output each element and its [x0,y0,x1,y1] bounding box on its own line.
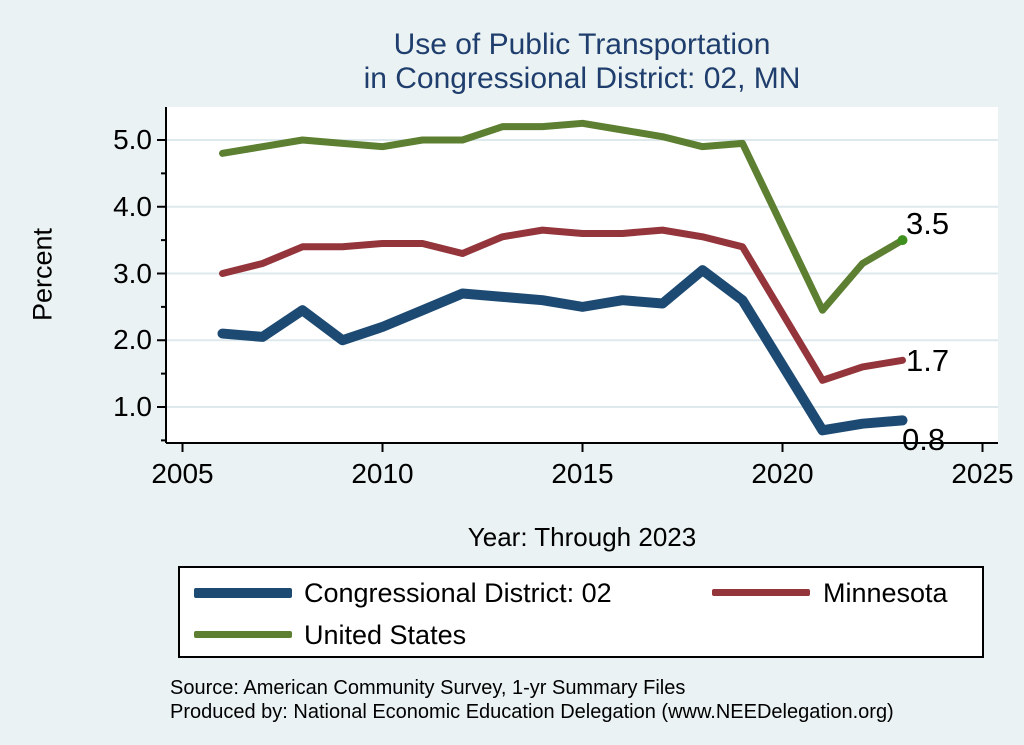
legend-label-congressional-district: Congressional District: 02 [304,578,612,608]
x-tick-label: 2010 [351,458,414,489]
series-line-minnesota [219,226,906,384]
source-note: Source: American Community Survey, 1-yr … [170,676,894,724]
end-label-minnesota: 1.7 [906,343,950,378]
y-tick-label: 2.0 [113,324,152,356]
x-tick-label: 2025 [951,458,1014,489]
end-marker-dot [897,235,908,246]
x-tick-label: 2015 [551,458,614,489]
x-tick-label: 2020 [751,458,814,489]
series-line-congressional-district-02 [217,265,908,436]
y-axis-title: Percent [27,227,58,322]
chart-title-line2: in Congressional District: 02, MN [363,62,801,95]
y-tick-label: 5.0 [113,124,152,155]
end-label-congressional-district: 0.8 [902,422,946,457]
y-tick-label: 4.0 [113,190,152,222]
chart-title-line1: Use of Public Transportation [393,28,771,61]
series-line-united-states [219,119,906,314]
y-tick-label: 1.0 [113,391,152,422]
end-label-united-states: 3.5 [906,206,950,241]
legend-swatch-congressional-district [194,588,292,598]
source-line-2: Produced by: National Economic Education… [170,701,894,723]
legend-label-minnesota: Minnesota [823,578,948,608]
y-tick-label: 3.0 [113,257,152,289]
plot-area [166,107,998,443]
legend-swatch-united-states [194,631,292,638]
source-line-1: Source: American Community Survey, 1-yr … [170,677,686,699]
legend-label-united-states: United States [304,620,467,650]
x-axis-title: Year: Through 2023 [467,522,697,552]
x-tick-label: 2005 [151,458,214,489]
legend-swatch-minnesota [712,589,810,596]
legend: Congressional District: 02 Minnesota Uni… [178,566,984,658]
chart-title: Use of Public Transportation in Congress… [166,28,998,96]
